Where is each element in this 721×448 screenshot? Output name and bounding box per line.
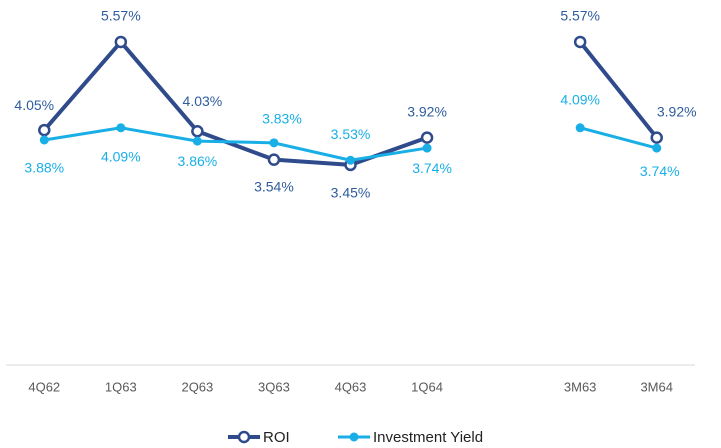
data-label: 3.92% — [407, 103, 447, 119]
x-tick-label: 4Q62 — [28, 379, 60, 394]
series-line — [44, 126, 658, 162]
marker — [650, 131, 663, 144]
marker — [269, 138, 279, 148]
data-label: 3.86% — [178, 153, 218, 169]
marker — [116, 123, 126, 133]
data-label: 3.88% — [24, 160, 64, 176]
x-tick-label: 2Q63 — [181, 379, 213, 394]
data-label: 3.92% — [657, 103, 697, 119]
x-tick-label: 3M64 — [640, 379, 673, 394]
marker — [39, 135, 49, 145]
marker — [114, 35, 128, 49]
data-label: 3.74% — [412, 160, 452, 176]
data-label: 4.03% — [183, 93, 223, 109]
marker — [573, 35, 587, 49]
x-tick-label: 4Q63 — [335, 379, 367, 394]
data-label: 5.57% — [101, 8, 141, 24]
legend-marker — [349, 432, 359, 442]
series-line — [42, 39, 659, 167]
marker — [420, 131, 434, 144]
marker — [575, 123, 585, 133]
data-label: 3.53% — [331, 126, 371, 142]
x-tick-label: 3M63 — [564, 379, 597, 394]
marker — [652, 143, 662, 153]
marker — [38, 123, 51, 137]
legend-marker — [237, 430, 251, 444]
marker — [346, 155, 355, 165]
data-label: 3.83% — [262, 111, 302, 127]
marker — [267, 153, 281, 166]
marker — [192, 136, 202, 146]
legend-label: Investment Yield — [373, 429, 483, 446]
x-tick-label: 1Q63 — [105, 379, 137, 394]
data-label: 5.57% — [560, 8, 600, 24]
data-label: 3.74% — [640, 163, 680, 179]
x-tick-label: 3Q63 — [258, 379, 290, 394]
marker — [422, 143, 432, 153]
marker — [191, 125, 204, 138]
data-label: 3.45% — [331, 185, 371, 201]
data-label: 4.09% — [560, 91, 600, 107]
legend-label: ROI — [263, 429, 290, 446]
data-label: 3.54% — [254, 178, 294, 194]
data-label: 4.09% — [101, 148, 141, 164]
data-label: 4.05% — [14, 97, 54, 113]
x-tick-label: 1Q64 — [411, 379, 443, 394]
